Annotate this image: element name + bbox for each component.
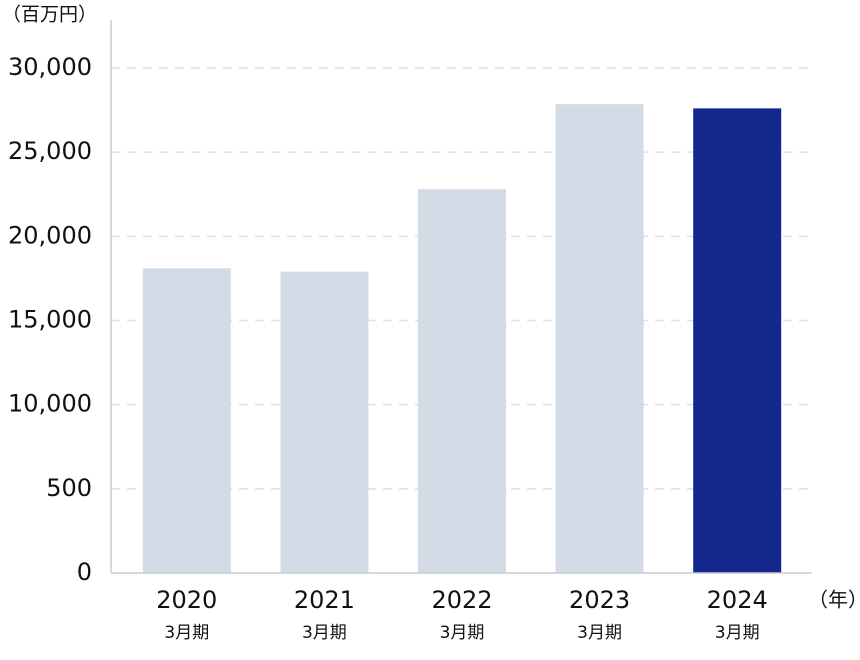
y-tick-label: 10,000: [8, 390, 92, 418]
x-tick-sublabel: 3月期: [440, 623, 485, 643]
x-tick-sublabel: 3月期: [302, 623, 347, 643]
bar: [418, 189, 506, 573]
x-tick-label: 2021: [294, 586, 355, 614]
bar: [142, 268, 231, 573]
bar: [555, 104, 644, 573]
y-unit: （百万円）: [2, 4, 97, 26]
y-tick-label: 15,000: [8, 305, 92, 333]
y-tick-label: 25,000: [8, 137, 92, 165]
x-tick-sublabel: 3月期: [164, 623, 209, 643]
y-tick-label: 500: [46, 474, 92, 502]
x-tick-sublabel: 3月期: [715, 623, 760, 643]
x-unit: （年）: [808, 588, 860, 612]
x-tick-sublabel: 3月期: [577, 623, 622, 643]
x-tick-label: 2023: [569, 586, 630, 614]
x-tick-label: 2020: [156, 586, 217, 614]
bar: [693, 108, 782, 573]
y-tick-label: 0: [77, 558, 92, 586]
x-tick-label: 2024: [707, 586, 768, 614]
y-tick-label: 20,000: [8, 221, 92, 249]
bar: [280, 271, 369, 573]
x-tick-label: 2022: [431, 586, 492, 614]
y-tick-label: 30,000: [8, 53, 92, 81]
